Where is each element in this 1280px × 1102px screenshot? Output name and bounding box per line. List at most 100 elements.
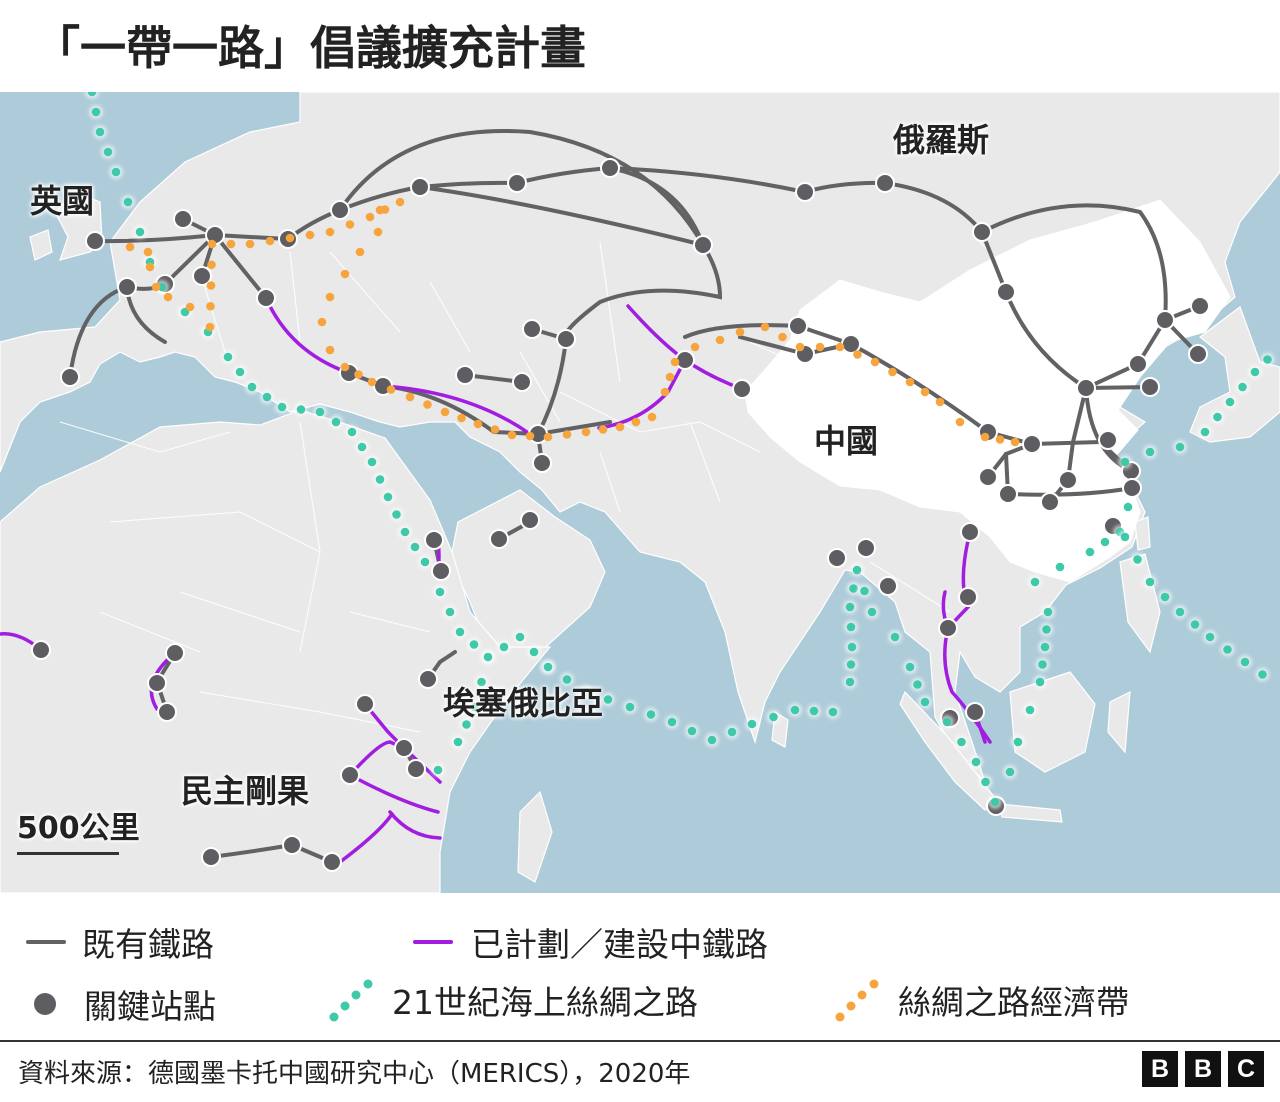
route-dot [846, 622, 856, 632]
route-dot [317, 317, 327, 327]
route-dot [646, 710, 656, 719]
footer-divider [0, 1040, 1280, 1042]
legend-existing-rail-swatch [26, 940, 66, 944]
legend-station-swatch [34, 993, 56, 1015]
route-dot [760, 322, 770, 332]
route-dot [91, 107, 101, 117]
route-dot [981, 777, 990, 787]
land-madagascar [517, 790, 553, 883]
borders [59, 241, 1111, 733]
legend-maritime-road: 21世紀海上絲綢之路 [328, 976, 698, 1024]
route-dot [1120, 532, 1130, 542]
route-dot [1010, 437, 1020, 447]
route-dot [357, 442, 367, 452]
route-dot [778, 332, 787, 342]
route-dot [942, 717, 952, 727]
route-dot [1145, 577, 1155, 587]
land-borneo [1009, 671, 1096, 773]
route-dot [581, 687, 591, 697]
route-dot [543, 432, 553, 442]
route-dot [747, 719, 757, 729]
route-dot [375, 205, 385, 215]
route-dot [247, 382, 257, 392]
route-dot [1025, 705, 1035, 715]
route-dot [1100, 537, 1110, 547]
route-dot [647, 412, 657, 422]
route-dot [305, 230, 315, 240]
route-dot [163, 292, 173, 302]
route-dot [1005, 767, 1015, 777]
route-dot [410, 542, 420, 552]
land-taiwan [1134, 516, 1151, 551]
route-dot [315, 407, 325, 417]
route-dot [598, 425, 608, 434]
route-dot [277, 402, 287, 412]
route-dot [499, 642, 509, 652]
legend-belt: 絲綢之路經濟帶 [834, 976, 1129, 1024]
route-dot [1258, 670, 1267, 679]
route-dot [1133, 555, 1142, 564]
route-dot [325, 345, 335, 355]
route-dot [845, 677, 855, 687]
route-dot [955, 417, 965, 427]
route-dot [525, 431, 535, 441]
route-dot [1040, 642, 1050, 652]
route-dot [383, 492, 393, 502]
route-dot [687, 726, 697, 736]
route-dot [365, 212, 375, 222]
route-dot [483, 652, 493, 662]
route-dot [809, 706, 819, 716]
route-dot [1175, 607, 1185, 617]
route-dot [440, 407, 450, 417]
legend-maritime-road-label: 21世紀海上絲綢之路 [392, 983, 698, 1022]
route-dot [151, 282, 161, 292]
route-dot [375, 475, 385, 484]
route-dot [125, 242, 135, 252]
route-dot [920, 387, 930, 397]
route-dot [615, 422, 625, 432]
planned-rail [0, 296, 992, 864]
route-dot [490, 425, 500, 434]
route-dot [405, 392, 415, 402]
bbc-logo-letter: C [1228, 1051, 1264, 1087]
route-dot [423, 400, 432, 409]
bbc-logo-letter: B [1142, 1051, 1178, 1087]
route-dot [347, 427, 357, 437]
land-sumatra [899, 690, 999, 811]
route-dot [207, 260, 216, 270]
bbc-logo-letter: B [1185, 1051, 1221, 1087]
route-dot [828, 707, 838, 717]
stations [31, 158, 1210, 872]
route-dot [143, 247, 153, 257]
land-sulawesi [1107, 690, 1131, 754]
route-dot [888, 367, 897, 377]
route-dot [265, 236, 275, 246]
route-dot [223, 352, 233, 362]
route-dot [1205, 632, 1215, 642]
route-dot [690, 342, 700, 352]
route-dot [435, 587, 445, 597]
route-dot [235, 367, 245, 377]
route-dot [1223, 645, 1232, 654]
route-dot [890, 632, 900, 642]
label-uk: 英國 [30, 182, 95, 220]
route-dot [795, 342, 805, 352]
route-dot [367, 457, 377, 467]
route-dot [1035, 677, 1045, 687]
route-dot [920, 697, 930, 707]
route-dot [849, 584, 858, 593]
route-dot [226, 239, 236, 249]
route-dot [667, 717, 677, 727]
route-dot [1238, 382, 1247, 392]
route-dot [1123, 502, 1133, 512]
route-dot [207, 239, 217, 249]
route-dot [392, 510, 401, 519]
route-dot [469, 640, 479, 649]
route-dot [87, 92, 97, 97]
maritime-silk-road [85, 92, 1274, 809]
route-dot [157, 282, 167, 292]
route-dot [340, 362, 350, 372]
route-dot [262, 392, 272, 402]
label-ethiopia: 埃塞俄比亞 [443, 684, 604, 722]
route-dot [971, 757, 981, 767]
